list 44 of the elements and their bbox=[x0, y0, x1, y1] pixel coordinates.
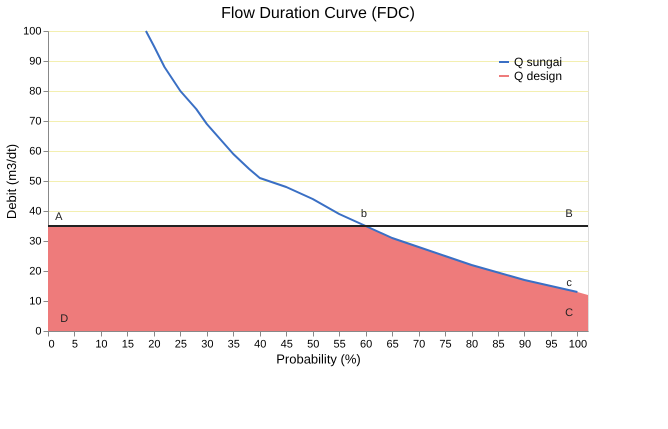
x-tick-label: 20 bbox=[148, 338, 161, 350]
x-tick-label: 25 bbox=[174, 338, 187, 350]
y-tick-label: 80 bbox=[29, 86, 42, 98]
x-tick-label: 55 bbox=[334, 338, 346, 350]
x-tick-label: 60 bbox=[360, 338, 372, 350]
line-series bbox=[144, 30, 578, 293]
y-tick-label: 90 bbox=[29, 56, 42, 68]
y-tick-label: 10 bbox=[29, 296, 42, 308]
y-tick-label: 70 bbox=[29, 116, 42, 128]
x-tick-label: 75 bbox=[439, 338, 452, 350]
x-tick-label: 65 bbox=[386, 338, 399, 350]
y-tick-label: 60 bbox=[29, 146, 42, 158]
x-tick-label: 85 bbox=[492, 338, 505, 350]
x-tick-label: 30 bbox=[201, 338, 214, 350]
legend-label: Q sungai bbox=[514, 55, 562, 69]
y-axis-title: Debit (m3/dt) bbox=[4, 144, 20, 220]
x-tick-label: 50 bbox=[307, 338, 320, 350]
x-tick-label: 35 bbox=[228, 338, 240, 350]
x-tick-label: 40 bbox=[254, 338, 266, 350]
annotation: D bbox=[60, 313, 68, 325]
annotation: B bbox=[565, 208, 573, 220]
y-tick-label: 20 bbox=[29, 266, 42, 278]
annotation: A bbox=[55, 211, 64, 223]
x-tick-label: 45 bbox=[280, 338, 293, 350]
x-tick-label: 15 bbox=[122, 338, 134, 350]
x-tick-label: 0 bbox=[48, 338, 55, 350]
annotation: c bbox=[566, 277, 572, 289]
annotation: b bbox=[360, 208, 367, 220]
x-tick-label: 70 bbox=[412, 338, 426, 350]
y-tick-label: 0 bbox=[35, 326, 42, 338]
x-tick-label: 90 bbox=[518, 338, 532, 350]
y-tick-label: 40 bbox=[29, 206, 42, 218]
y-tick-label: 50 bbox=[29, 176, 42, 188]
y-tick-label: 100 bbox=[23, 26, 42, 38]
x-tick-label: 95 bbox=[545, 338, 558, 350]
legend-label: Q design bbox=[514, 69, 562, 83]
chart-title: Flow Duration Curve (FDC) bbox=[221, 5, 415, 22]
x-axis-title: Probability (%) bbox=[276, 352, 361, 366]
x-tick-label: 80 bbox=[466, 338, 478, 350]
x-tick-label: 100 bbox=[568, 338, 588, 350]
annotation: C bbox=[565, 307, 574, 319]
x-tick-label: 5 bbox=[72, 338, 78, 350]
x-tick-label: 10 bbox=[95, 338, 108, 350]
y-tick-label: 30 bbox=[29, 236, 42, 248]
